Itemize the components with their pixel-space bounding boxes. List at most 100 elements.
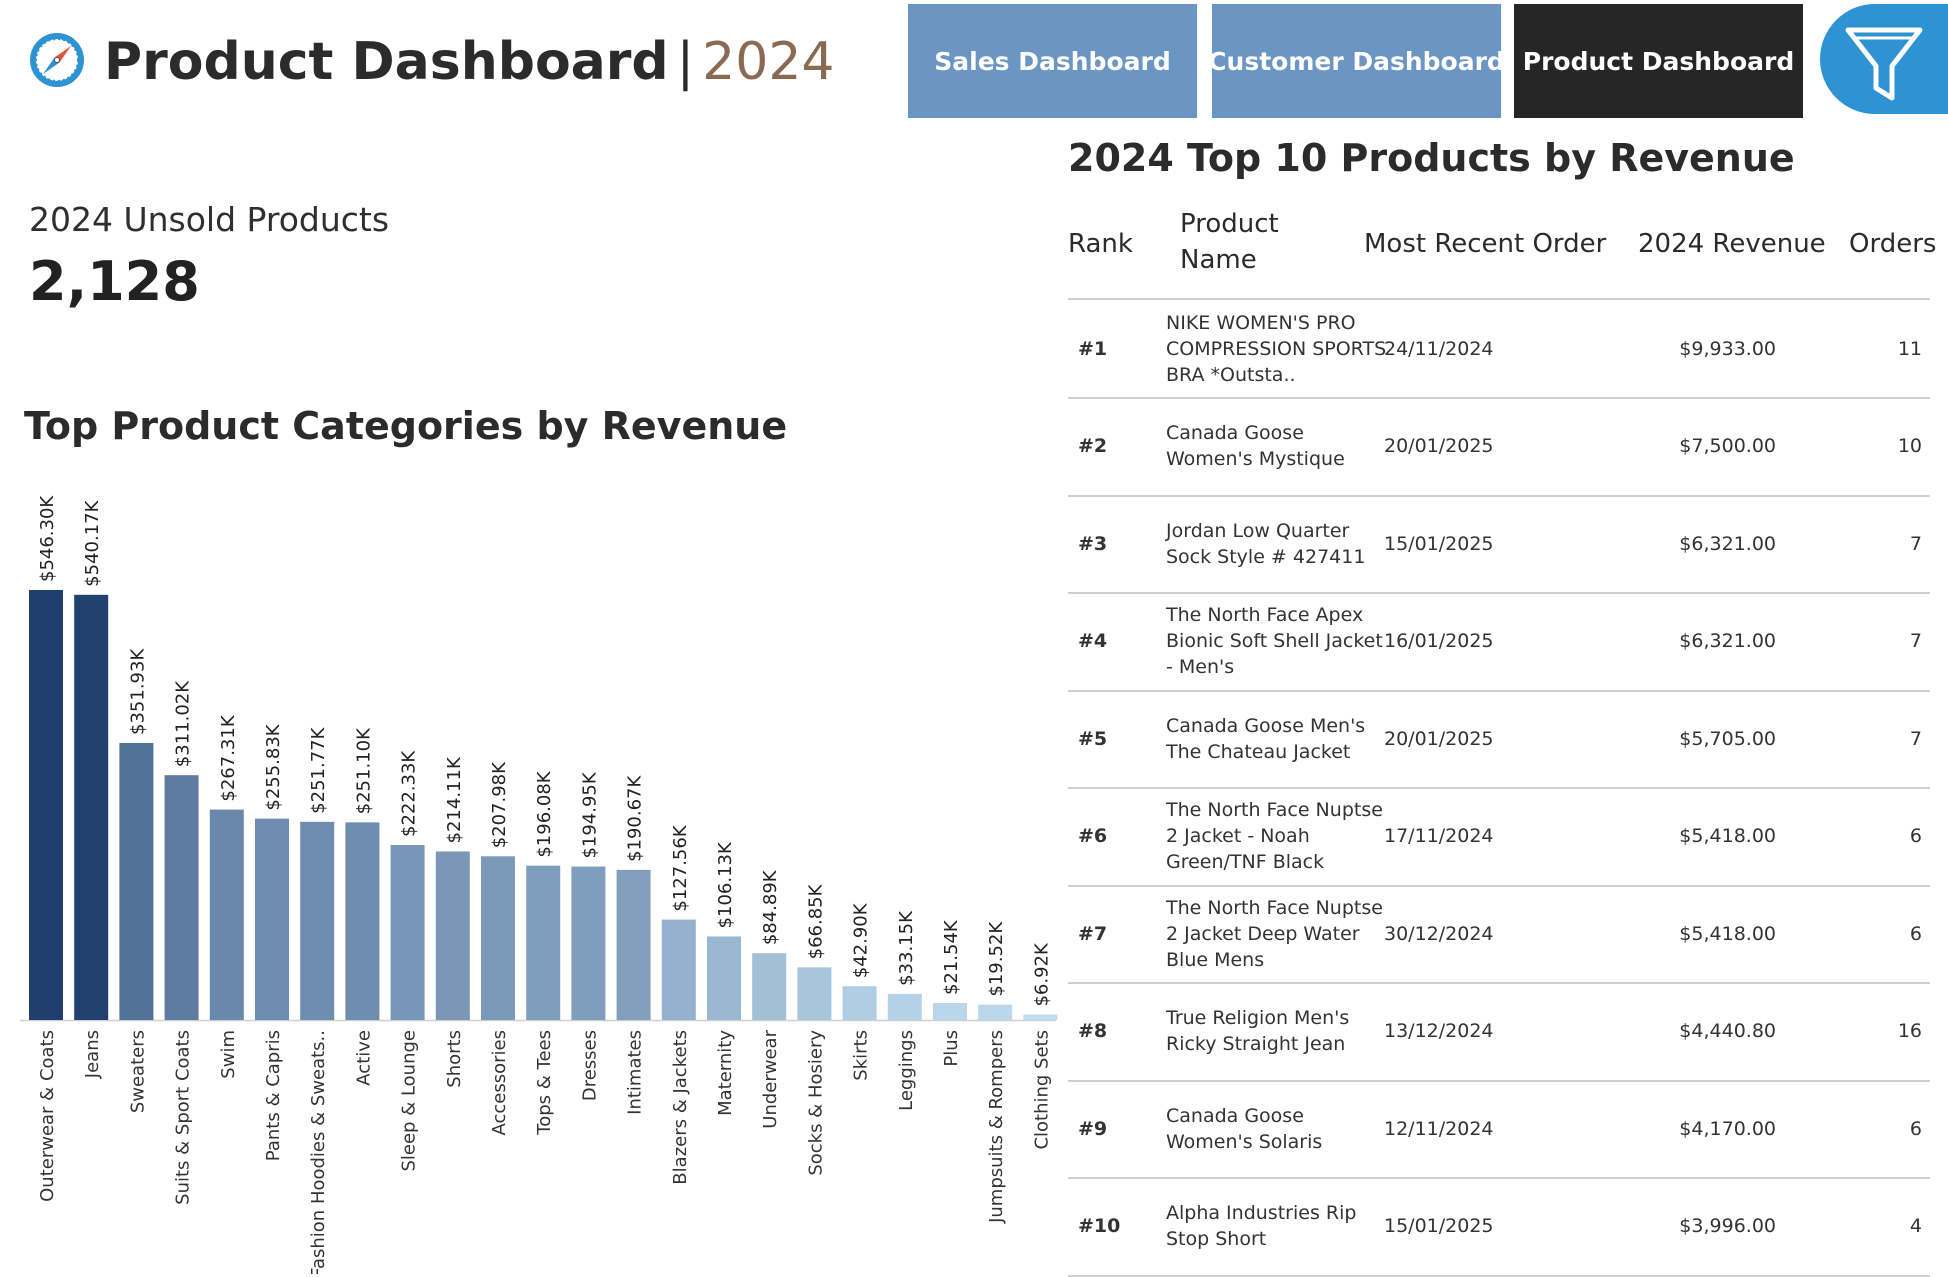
bar[interactable]: [707, 936, 741, 1020]
table-row[interactable]: #5 Canada Goose Men's The Chateau Jacket 2…: [1068, 690, 1930, 789]
orders-cell: 7: [1909, 727, 1922, 750]
chart-title: Top Product Categories by Revenue: [24, 404, 788, 448]
table-row[interactable]: #4 The North Face Apex Bionic Soft Shell …: [1068, 593, 1930, 692]
column-header-orders[interactable]: Orders: [1849, 229, 1937, 259]
bar-value-label: $351.93K: [127, 648, 148, 735]
table-row[interactable]: #1 NIKE WOMEN'S PRO COMPRESSION SPORTS BR…: [1068, 300, 1930, 399]
category-label: Accessories: [489, 1030, 510, 1136]
category-label: Blazers & Jackets: [670, 1030, 691, 1185]
category-revenue-chart: $546.30K Outerwear & Coats $540.17K Jeans $3…: [20, 495, 1058, 1274]
bar[interactable]: [390, 845, 425, 1020]
column-header-product-name[interactable]: Product Name: [1180, 209, 1279, 275]
revenue-cell: $3,996.00: [1679, 1215, 1776, 1237]
bar-value-label: $84.89K: [760, 869, 781, 945]
orders-cell: 11: [1897, 337, 1922, 360]
sales-dashboard-button[interactable]: Sales Dashboard: [908, 4, 1197, 118]
column-header-revenue[interactable]: 2024 Revenue: [1638, 229, 1826, 259]
bar[interactable]: [752, 953, 787, 1020]
bar[interactable]: [74, 594, 109, 1020]
bar-value-label: $222.33K: [399, 750, 420, 837]
category-label: Outerwear & Coats: [37, 1030, 58, 1202]
bar[interactable]: [481, 856, 515, 1020]
unsold-products-label: 2024 Unsold Products: [29, 200, 390, 239]
column-header-rank[interactable]: Rank: [1068, 229, 1133, 259]
bar[interactable]: [842, 986, 877, 1020]
revenue-cell: $6,321.00: [1679, 532, 1776, 555]
category-label: Clothing Sets: [1031, 1030, 1052, 1150]
page-title-text: Product Dashboard: [104, 32, 669, 92]
orders-cell: 7: [1909, 532, 1922, 555]
customer-dashboard-button[interactable]: Customer Dashboard: [1208, 4, 1505, 118]
category-label: Jumpsuits & Rompers: [986, 1030, 1007, 1224]
category-label: Maternity: [715, 1030, 736, 1116]
product-name-cell: NIKE WOMEN'S PRO COMPRESSION SPORTS BRA …: [1166, 311, 1387, 386]
bar[interactable]: [300, 821, 335, 1020]
bar[interactable]: [119, 742, 154, 1020]
product-name-cell: The North Face Nuptse 2 Jacket Deep Wate…: [1166, 896, 1383, 971]
bar[interactable]: [255, 818, 289, 1020]
bar-value-label: $190.67K: [625, 774, 646, 861]
rank-cell: #5: [1078, 727, 1108, 750]
bar-value-label: $267.31K: [218, 714, 239, 801]
table-row[interactable]: #7 The North Face Nuptse 2 Jacket Deep Wa…: [1068, 885, 1930, 984]
rank-cell: #2: [1078, 435, 1108, 457]
rank-cell: #6: [1078, 825, 1108, 847]
rank-cell: #9: [1078, 1117, 1108, 1140]
bar[interactable]: [435, 851, 470, 1020]
table-row[interactable]: #2 Canada Goose Women's Mystique 20/01/202…: [1068, 398, 1930, 497]
bar-value-label: $42.90K: [851, 902, 872, 978]
bar[interactable]: [887, 993, 922, 1020]
category-label: Leggings: [896, 1030, 917, 1111]
category-label: Suits & Sport Coats: [173, 1030, 194, 1205]
bar[interactable]: [661, 919, 696, 1020]
product-name-cell: Canada Goose Women's Solaris: [1166, 1104, 1323, 1153]
bar[interactable]: [345, 822, 380, 1020]
bar-value-label: $540.17K: [82, 499, 103, 586]
bar[interactable]: [164, 775, 199, 1020]
filter-button[interactable]: [1820, 4, 1948, 114]
most-recent-order-cell: 16/01/2025: [1384, 630, 1494, 652]
orders-cell: 6: [1909, 1117, 1922, 1140]
revenue-cell: $9,933.00: [1679, 337, 1776, 360]
bar[interactable]: [616, 869, 651, 1020]
bar[interactable]: [209, 809, 244, 1020]
revenue-cell: $4,440.80: [1679, 1020, 1776, 1042]
bar[interactable]: [978, 1004, 1013, 1020]
product-dashboard-button[interactable]: Product Dashboard: [1514, 4, 1803, 118]
title-year: 2024: [702, 32, 835, 92]
bar-value-label: $255.83K: [263, 723, 284, 810]
table-row[interactable]: #10 Alpha Industries Rip Stop Short 15/01/…: [1068, 1178, 1930, 1277]
bar[interactable]: [571, 866, 606, 1020]
bar[interactable]: [933, 1003, 967, 1020]
product-name-cell: Canada Goose Men's The Chateau Jacket: [1166, 714, 1366, 763]
table-row[interactable]: #3 Jordan Low Quarter Sock Style # 427411…: [1068, 495, 1930, 594]
bar[interactable]: [29, 590, 63, 1020]
rank-cell: #3: [1078, 532, 1108, 555]
rank-cell: #1: [1078, 337, 1108, 360]
column-header-most-recent-order[interactable]: Most Recent Order: [1364, 229, 1607, 259]
revenue-cell: $5,418.00: [1679, 825, 1776, 847]
category-label: Jeans: [82, 1030, 103, 1079]
filter-icon: [1845, 27, 1923, 101]
category-label: Fashion Hoodies & Sweats..: [308, 1030, 329, 1274]
bar-value-label: $106.13K: [715, 841, 736, 928]
table-header-divider: [1068, 298, 1930, 300]
revenue-cell: $5,705.00: [1679, 727, 1776, 750]
rank-cell: #7: [1078, 922, 1108, 945]
category-label: Dresses: [579, 1030, 600, 1101]
category-label: Pants & Capris: [263, 1030, 284, 1161]
bar[interactable]: [797, 967, 832, 1020]
bar[interactable]: [526, 865, 561, 1020]
revenue-cell: $7,500.00: [1679, 435, 1776, 457]
orders-cell: 6: [1909, 922, 1922, 945]
table-row[interactable]: #6 The North Face Nuptse 2 Jacket - Noah …: [1068, 788, 1930, 887]
most-recent-order-cell: 15/01/2025: [1384, 532, 1494, 555]
table-row[interactable]: #9 Canada Goose Women's Solaris 12/11/2024…: [1068, 1080, 1930, 1179]
revenue-cell: $5,418.00: [1679, 922, 1776, 945]
most-recent-order-cell: 15/01/2025: [1384, 1215, 1494, 1237]
orders-cell: 16: [1897, 1020, 1922, 1042]
table-row[interactable]: #8 True Religion Men's Ricky Straight Jea…: [1068, 983, 1930, 1082]
bar[interactable]: [1023, 1014, 1058, 1020]
bar-value-label: $207.98K: [489, 761, 510, 848]
bar-value-label: $33.15K: [896, 910, 917, 986]
